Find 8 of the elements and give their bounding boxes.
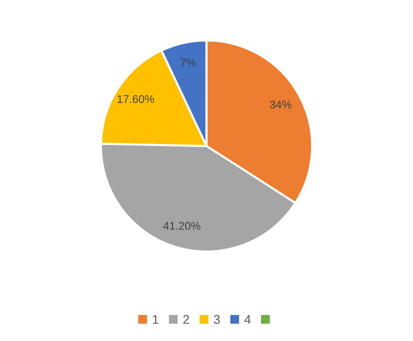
legend-label: 2 xyxy=(183,315,189,324)
legend-label: 4 xyxy=(244,315,251,324)
legend-label: 1 xyxy=(152,315,158,324)
data-label: 41.20% xyxy=(163,222,200,230)
data-label: 34% xyxy=(270,100,292,108)
data-label: 7% xyxy=(180,58,196,66)
legend-label: 3 xyxy=(214,315,220,324)
data-label: 17.60% xyxy=(118,95,154,103)
